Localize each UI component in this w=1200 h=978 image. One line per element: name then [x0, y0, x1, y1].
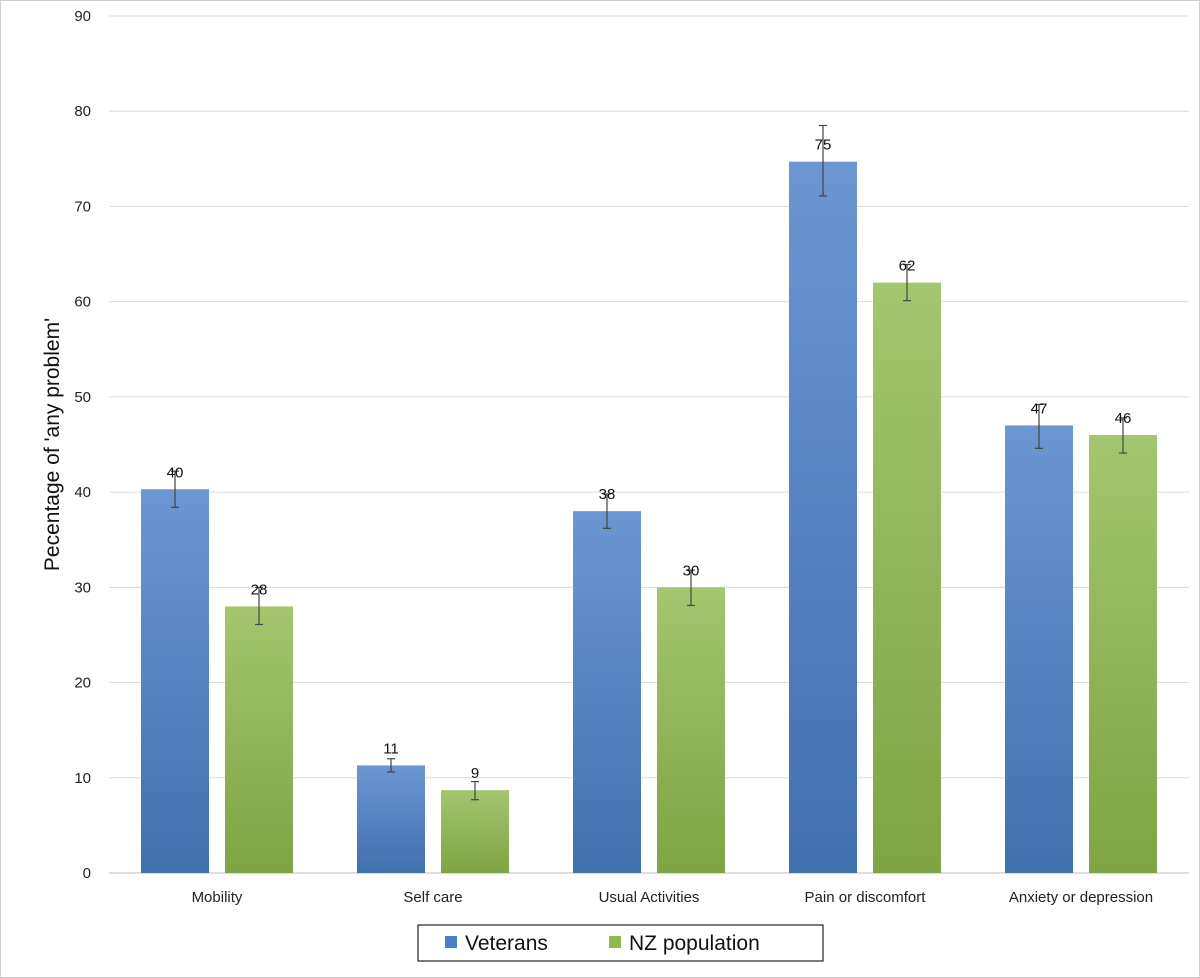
legend-swatch: [445, 936, 457, 948]
x-category-label: Pain or discomfort: [805, 889, 927, 906]
error-bar: [171, 470, 179, 508]
y-tick-label: 30: [74, 579, 91, 596]
legend-item: Veterans: [445, 932, 548, 955]
error-bars: [171, 124, 1127, 801]
x-category-label: Self care: [403, 889, 462, 906]
y-tick-label: 70: [74, 198, 91, 215]
y-tick-label: 90: [74, 8, 91, 25]
data-labels: 40 28 11 9 38 30 75 62 47 46: [167, 137, 1132, 782]
bar-veterans: [573, 511, 641, 873]
legend-item: NZ population: [609, 932, 760, 955]
y-tick-label: 60: [74, 294, 91, 311]
y-tick-label: 10: [74, 770, 91, 787]
legend-label: Veterans: [465, 932, 548, 955]
error-bar: [819, 124, 827, 197]
data-label: 47: [1031, 400, 1048, 417]
data-label: 46: [1115, 410, 1132, 427]
data-label: 38: [599, 486, 616, 503]
data-label: 40: [167, 464, 184, 481]
x-category-label: Mobility: [192, 889, 243, 906]
data-label: 30: [683, 562, 700, 579]
error-bar: [1119, 417, 1127, 454]
y-axis-ticks: 0 10 20 30 40 50 60 70 80 90: [74, 8, 91, 882]
bar-veterans: [141, 489, 209, 873]
y-tick-label: 0: [83, 865, 91, 882]
legend-swatch: [609, 936, 621, 948]
data-label: 28: [251, 581, 268, 598]
bar-nz-population: [441, 790, 509, 873]
bar-nz-population: [225, 606, 293, 873]
y-tick-label: 40: [74, 484, 91, 501]
error-bar: [471, 780, 479, 801]
bar-nz-population: [1089, 434, 1157, 873]
error-bar: [687, 569, 695, 607]
bar-veterans: [357, 765, 425, 873]
y-axis-title: Pecentage of 'any problem': [41, 318, 64, 571]
x-category-label: Usual Activities: [599, 889, 700, 906]
data-label: 62: [899, 258, 916, 275]
error-bar: [603, 493, 611, 529]
data-label: 11: [383, 740, 399, 757]
y-tick-label: 80: [74, 103, 91, 120]
error-bar: [903, 263, 911, 302]
bar-nz-population: [873, 282, 941, 874]
data-label: 75: [815, 137, 832, 154]
error-bar: [1035, 403, 1043, 449]
error-bar: [387, 758, 395, 773]
bars: [141, 161, 1157, 874]
bar-veterans: [789, 161, 857, 873]
y-tick-label: 50: [74, 389, 91, 406]
bar-nz-population: [657, 587, 725, 873]
error-bar: [255, 586, 263, 626]
x-category-label: Anxiety or depression: [1009, 889, 1153, 906]
legend: Veterans NZ population: [417, 924, 824, 962]
bar-veterans: [1005, 425, 1073, 873]
y-tick-label: 20: [74, 675, 91, 692]
legend-label: NZ population: [629, 932, 760, 955]
data-label: 9: [471, 765, 479, 782]
x-axis-labels: Mobility Self care Usual Activities Pain or…: [192, 889, 1154, 906]
